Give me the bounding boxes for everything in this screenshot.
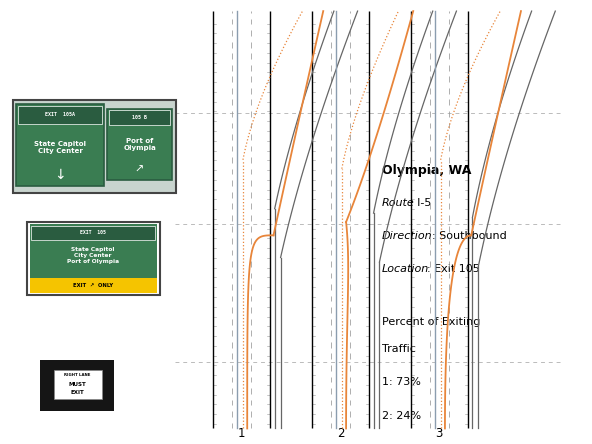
Text: ↓: ↓ (54, 168, 66, 182)
Text: EXIT  105: EXIT 105 (81, 230, 106, 235)
Bar (110, 110, 170, 125)
Text: 1: 73%: 1: 73% (382, 377, 421, 388)
Text: EXIT  105A: EXIT 105A (45, 112, 75, 117)
Text: : Southbound: : Southbound (432, 231, 507, 241)
Text: Location: Location (382, 264, 429, 274)
Bar (16, 104, 104, 186)
Text: EXIT: EXIT (71, 390, 85, 396)
Text: RIGHT LANE: RIGHT LANE (65, 373, 91, 377)
Bar (13, 100, 176, 193)
Text: Direction: Direction (382, 231, 433, 241)
Text: 2: 2 (337, 428, 344, 440)
Text: Route: Route (382, 198, 414, 208)
Bar (54, 370, 102, 400)
Text: 3: 3 (436, 428, 443, 440)
Text: 1: 1 (238, 428, 245, 440)
Text: Olympia, WA: Olympia, WA (382, 164, 471, 177)
Text: : Exit 105: : Exit 105 (427, 264, 480, 274)
Bar (30, 278, 157, 293)
Bar (27, 222, 160, 295)
Text: State Capitol
City Center
Port of Olympia: State Capitol City Center Port of Olympi… (67, 247, 120, 264)
Bar (18, 106, 102, 124)
Bar (31, 226, 155, 239)
Text: State Capitol
City Center: State Capitol City Center (34, 141, 86, 155)
Text: Port of
Olympia: Port of Olympia (123, 138, 156, 151)
Text: MUST: MUST (69, 381, 86, 387)
Text: 2: 24%: 2: 24% (382, 411, 421, 421)
Bar (30, 224, 157, 278)
Text: Percent of Exiting: Percent of Exiting (382, 317, 480, 328)
Text: Traffic: Traffic (382, 344, 416, 354)
Bar (40, 360, 114, 411)
Text: : I-5: : I-5 (410, 198, 432, 208)
Text: EXIT  ↗  ONLY: EXIT ↗ ONLY (73, 283, 113, 288)
Text: ↗: ↗ (135, 165, 144, 175)
Bar (108, 109, 172, 180)
Text: 105 B: 105 B (132, 115, 147, 120)
